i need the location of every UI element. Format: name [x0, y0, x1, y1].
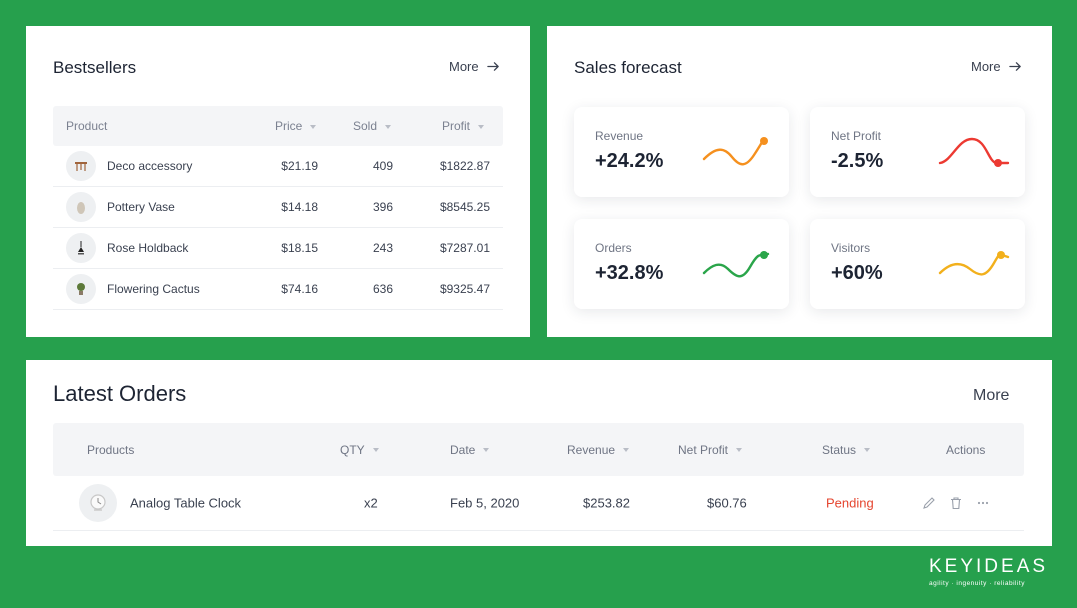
stat-card-net-profit[interactable]: Net Profit -2.5% — [810, 107, 1025, 197]
product-sold: 243 — [372, 241, 393, 255]
stat-label: Orders — [595, 241, 632, 255]
column-header-price[interactable]: Price — [275, 119, 317, 133]
stat-value: -2.5% — [831, 150, 884, 172]
product-name: Flowering Cactus — [107, 282, 200, 296]
product-name: Pottery Vase — [107, 200, 175, 214]
latest-orders-card: Latest Orders More Products QTY Date Rev… — [26, 360, 1052, 546]
sort-caret-icon — [310, 124, 317, 129]
arrow-right-icon — [486, 62, 499, 71]
order-qty: x2 — [364, 495, 378, 511]
brand-logo: KEYIDEAS agility · ingenuity · reliabili… — [929, 556, 1048, 587]
sparkline-net-profit — [938, 137, 1010, 167]
sort-caret-icon — [483, 448, 490, 453]
product-name: Deco accessory — [107, 159, 193, 173]
product-thumbnail — [66, 274, 96, 304]
column-header-qty[interactable]: QTY — [340, 443, 379, 457]
sort-caret-icon — [372, 448, 379, 453]
product-price: $18.15 — [281, 241, 318, 255]
more-label: More — [971, 59, 1001, 74]
product-price: $14.18 — [281, 200, 318, 214]
stool-icon — [75, 162, 87, 171]
stat-label: Net Profit — [831, 129, 882, 143]
order-date: Feb 5, 2020 — [450, 495, 520, 511]
sort-caret-icon — [478, 124, 485, 129]
delete-icon[interactable] — [949, 496, 963, 510]
column-header-net-profit[interactable]: Net Profit — [678, 443, 743, 457]
stat-value: +24.2% — [595, 150, 664, 172]
product-profit: $7287.01 — [439, 241, 490, 255]
more-label: More — [449, 59, 479, 74]
bestsellers-card: Bestsellers More Product Price Sold Prof… — [26, 26, 530, 337]
column-header-status[interactable]: Status — [822, 443, 871, 457]
product-profit: $9325.47 — [439, 282, 490, 296]
table-row[interactable]: Flowering Cactus $74.16 636 $9325.47 — [53, 269, 503, 310]
sales-forecast-card: Sales forecast More Revenue +24.2% Net P… — [547, 26, 1052, 337]
sales-forecast-title: Sales forecast — [574, 58, 682, 77]
forecast-more-link[interactable]: More — [971, 59, 1022, 74]
column-header-product[interactable]: Product — [66, 119, 108, 133]
orders-table: Products QTY Date Revenue Net Profit Sta… — [53, 423, 1024, 531]
bestsellers-table: Product Price Sold Profit Deco accessory… — [53, 106, 503, 310]
column-header-date[interactable]: Date — [450, 443, 490, 457]
product-profit: $8545.25 — [439, 200, 490, 214]
product-thumbnail — [66, 192, 96, 222]
product-sold: 409 — [372, 159, 393, 173]
sort-caret-icon — [736, 448, 743, 453]
stat-card-visitors[interactable]: Visitors +60% — [810, 219, 1025, 309]
sparkline-revenue — [702, 137, 768, 166]
stat-label: Visitors — [831, 241, 871, 255]
sparkline-visitors — [938, 251, 1010, 276]
table-row[interactable]: Deco accessory $21.19 409 $1822.87 — [53, 146, 503, 187]
sort-caret-icon — [385, 124, 392, 129]
brand-tagline: agility · ingenuity · reliability — [929, 580, 1025, 587]
table-header: Product Price Sold Profit — [53, 106, 503, 146]
stat-value: +32.8% — [595, 262, 664, 284]
stat-value: +60% — [831, 262, 883, 284]
column-header-revenue[interactable]: Revenue — [567, 443, 630, 457]
product-profit: $1822.87 — [439, 159, 490, 173]
stat-label: Revenue — [595, 129, 644, 143]
product-thumbnail — [66, 233, 96, 263]
arrow-right-icon — [1008, 62, 1021, 71]
sort-caret-icon — [623, 448, 630, 453]
product-thumbnail — [66, 151, 96, 181]
table-row[interactable]: Analog Table Clock x2 Feb 5, 2020 $253.8… — [53, 476, 1024, 531]
stat-card-revenue[interactable]: Revenue +24.2% — [574, 107, 789, 197]
more-label: More — [973, 387, 1010, 404]
column-header-products: Products — [87, 442, 135, 457]
sort-caret-icon — [864, 448, 871, 453]
order-net-profit: $60.76 — [707, 495, 747, 511]
orders-more-link[interactable]: More — [973, 387, 1009, 405]
column-header-profit[interactable]: Profit — [442, 119, 485, 133]
status-badge: Pending — [826, 495, 874, 511]
order-product-name: Analog Table Clock — [130, 495, 242, 511]
table-header: Products QTY Date Revenue Net Profit Sta… — [53, 423, 1024, 476]
table-row[interactable]: Rose Holdback $18.15 243 $7287.01 — [53, 228, 503, 269]
product-price: $21.19 — [281, 159, 318, 173]
stat-card-orders[interactable]: Orders +32.8% — [574, 219, 789, 309]
product-thumbnail — [79, 484, 117, 522]
clock-icon — [90, 494, 106, 511]
product-name: Rose Holdback — [107, 241, 189, 255]
lamp-icon — [78, 241, 84, 255]
plant-icon — [77, 283, 85, 295]
table-row[interactable]: Pottery Vase $14.18 396 $8545.25 — [53, 187, 503, 228]
brand-name: KEYIDEAS — [929, 556, 1049, 577]
sparkline-orders — [702, 251, 770, 278]
bestsellers-title: Bestsellers — [53, 58, 137, 77]
bestsellers-more-link[interactable]: More — [449, 59, 500, 74]
vase-icon — [77, 202, 85, 214]
product-sold: 636 — [372, 282, 393, 296]
latest-orders-title: Latest Orders — [53, 381, 187, 406]
product-price: $74.16 — [281, 282, 318, 296]
edit-icon[interactable] — [922, 496, 936, 510]
product-sold: 396 — [372, 200, 393, 214]
column-header-sold[interactable]: Sold — [353, 119, 392, 133]
more-options-icon[interactable] — [976, 496, 990, 510]
order-revenue: $253.82 — [583, 495, 630, 511]
column-header-actions: Actions — [946, 442, 986, 457]
